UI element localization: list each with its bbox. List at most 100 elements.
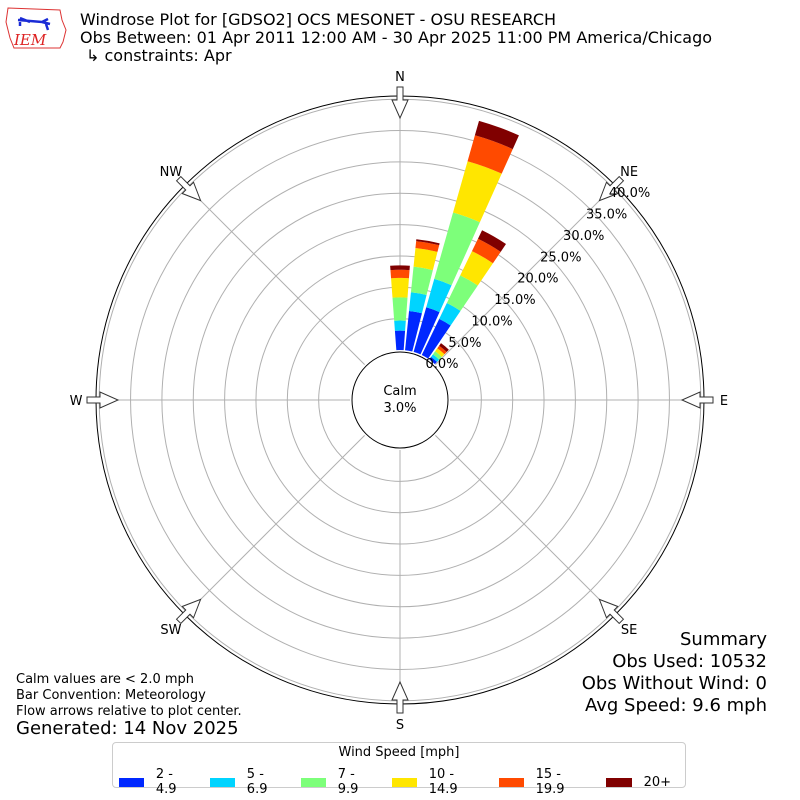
bar-segment — [392, 297, 408, 321]
legend-label: 5 - 6.9 — [246, 767, 268, 797]
arrow-shape — [598, 175, 625, 202]
radial-tick-label: 25.0% — [540, 250, 581, 265]
radial-tick-label: 40.0% — [609, 186, 650, 201]
legend-label: 2 - 4.9 — [155, 767, 177, 797]
plot-subtitle: Obs Between: 01 Apr 2011 12:00 AM - 30 A… — [80, 28, 713, 47]
bar-segment — [391, 277, 409, 298]
bar-segment — [426, 278, 452, 313]
bar-segment — [471, 238, 501, 264]
direction-label: SW — [160, 623, 181, 638]
bar-segment — [413, 247, 438, 271]
legend-swatch — [209, 777, 235, 787]
flow-arrow-icon — [598, 175, 625, 202]
legend-label: 10 - 14.9 — [428, 767, 458, 797]
radial-tick-label: 0.0% — [425, 357, 458, 372]
legend-swatch — [498, 777, 524, 787]
flow-arrow-icon — [391, 86, 409, 120]
radial-tick-label: 20.0% — [517, 272, 558, 287]
flow-arrow-icon — [175, 598, 202, 625]
plot-title: Windrose Plot for [GDSO2] OCS MESONET - … — [80, 10, 557, 29]
legend-item: 15 - 19.9 — [498, 767, 592, 797]
summary-obs-used: Obs Used: 10532 — [612, 651, 767, 672]
legend-item: 5 - 6.9 — [209, 767, 287, 797]
flow-arrow-icon — [598, 598, 625, 625]
bar-segment — [453, 161, 502, 223]
bar-segment — [394, 320, 406, 331]
grid-spoke — [435, 184, 616, 365]
radial-tick-label: 15.0% — [494, 293, 535, 308]
legend-item: 10 - 14.9 — [391, 767, 485, 797]
direction-label: NW — [160, 165, 183, 180]
bar-segment — [431, 354, 440, 362]
bar-segment — [460, 251, 493, 286]
bar-segment — [410, 266, 433, 295]
legend-item: 7 - 9.9 — [300, 767, 378, 797]
direction-label: NE — [620, 165, 638, 180]
bar-segment — [413, 307, 440, 355]
iem-logo: IEM — [5, 7, 67, 49]
bar-segment — [405, 310, 422, 352]
bar-segment — [409, 292, 427, 314]
arrow-shape — [391, 86, 409, 120]
direction-label: S — [396, 718, 404, 733]
legend-item: 2 - 4.9 — [119, 767, 196, 797]
note-calm: Calm values are < 2.0 mph — [16, 672, 195, 687]
bar-segment — [416, 239, 440, 246]
arrow-shape — [598, 598, 625, 625]
direction-label: SE — [621, 623, 637, 638]
bar-segment — [432, 351, 442, 360]
bar-segment — [421, 318, 451, 359]
radial-tick-label: 30.0% — [563, 229, 604, 244]
bar-segment — [434, 212, 480, 286]
legend-title: Wind Speed [mph] — [338, 745, 460, 760]
grid-spoke — [184, 435, 365, 616]
bar-segment — [394, 330, 406, 351]
bar-segment — [390, 269, 410, 279]
flow-arrow-icon — [680, 391, 714, 409]
legend: Wind Speed [mph] 2 - 4.9 5 - 6.9 7 - 9.9 10… — [112, 742, 686, 797]
calm-value: 3.0% — [383, 401, 416, 416]
summary-obs-without-wind: Obs Without Wind: 0 — [581, 673, 767, 694]
bar-segment — [446, 275, 478, 311]
legend-label: 20+ — [643, 774, 671, 790]
bar-segment — [429, 356, 438, 365]
summary-title: Summary — [680, 629, 767, 650]
bar-segment — [437, 345, 447, 355]
calm-circle — [351, 351, 449, 449]
bar-segment — [390, 265, 410, 271]
grid-spoke — [184, 184, 365, 365]
legend-swatch — [605, 777, 632, 787]
note-flow: Flow arrows relative to plot center. — [16, 704, 242, 719]
flow-arrow-icon — [391, 680, 409, 714]
note-generated: Generated: 14 Nov 2025 — [16, 718, 239, 739]
arrow-shape — [391, 680, 409, 714]
radial-tick-label: 35.0% — [586, 208, 627, 223]
flow-arrow-icon — [86, 391, 120, 409]
calm-label: Calm — [383, 384, 416, 399]
bar-segment — [435, 348, 445, 357]
bar-segment — [474, 120, 519, 150]
plot-constraints: ↳ constraints: Apr — [86, 46, 232, 65]
legend-swatch — [300, 777, 326, 787]
bar-segment — [477, 230, 506, 252]
legend-swatch — [391, 777, 417, 787]
bar-segment — [439, 303, 461, 326]
direction-label: N — [395, 70, 405, 85]
bar-segment — [467, 135, 513, 174]
summary-avg-speed: Avg Speed: 9.6 mph — [585, 695, 767, 716]
bar-segment — [415, 241, 440, 252]
radial-tick-label: 5.0% — [448, 336, 481, 351]
direction-label: E — [720, 394, 728, 409]
arrow-shape — [175, 175, 202, 202]
svg-text:IEM: IEM — [13, 31, 47, 49]
legend-item: 20+ — [605, 774, 671, 790]
arrow-shape — [86, 391, 120, 409]
arrow-shape — [680, 391, 714, 409]
legend-label: 7 - 9.9 — [337, 767, 359, 797]
bar-segment — [439, 343, 449, 353]
direction-label: W — [70, 394, 83, 409]
note-convention: Bar Convention: Meteorology — [16, 688, 206, 703]
arrow-shape — [175, 598, 202, 625]
radial-tick-label: 10.0% — [471, 314, 512, 329]
